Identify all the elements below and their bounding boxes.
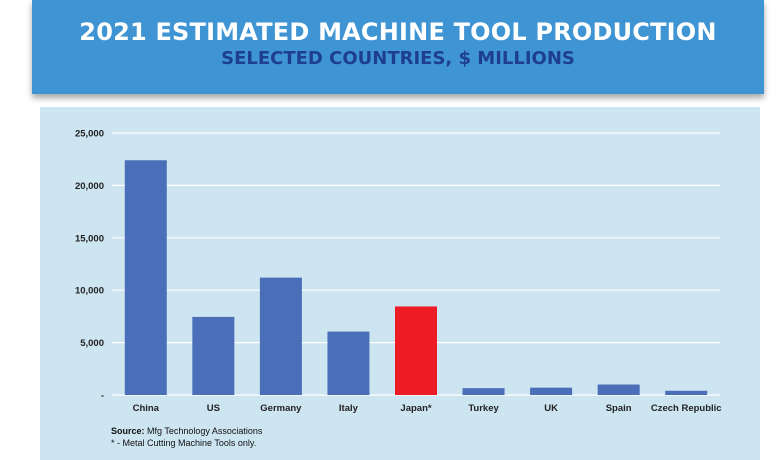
y-tick-label: - (101, 391, 104, 402)
chart-subtitle: SELECTED COUNTRIES, $ MILLIONS (221, 48, 575, 69)
bar (124, 160, 167, 395)
x-tick-label: Turkey (468, 403, 499, 414)
x-tick-label: Spain (606, 403, 632, 414)
y-tick-label: 10,000 (75, 286, 104, 297)
x-tick-label: Italy (339, 403, 359, 414)
bar (530, 387, 573, 395)
y-tick-label: 25,000 (75, 129, 104, 140)
footnote: * - Metal Cutting Machine Tools only. (111, 438, 257, 448)
title-banner: 2021 ESTIMATED MACHINE TOOL PRODUCTION S… (32, 0, 764, 94)
x-tick-label: UK (544, 403, 558, 414)
x-tick-label: Japan* (400, 403, 431, 414)
y-tick-label: 20,000 (75, 181, 104, 192)
bar (462, 388, 505, 395)
y-tick-label: 5,000 (80, 338, 104, 349)
source-note: Source: Mfg Technology Associations * - … (111, 425, 262, 449)
bar (192, 316, 235, 395)
x-tick-label: Czech Republic (651, 403, 722, 414)
source-label: Source: (111, 426, 145, 436)
x-tick-label: China (133, 403, 160, 414)
bar (665, 390, 708, 395)
bar (259, 277, 302, 395)
bar (327, 331, 370, 395)
x-tick-label: Germany (260, 403, 302, 414)
source-text: Mfg Technology Associations (144, 426, 263, 436)
x-tick-label: US (207, 403, 220, 414)
y-tick-label: 15,000 (75, 233, 104, 244)
bar (597, 384, 640, 395)
chart-title: 2021 ESTIMATED MACHINE TOOL PRODUCTION (79, 18, 717, 46)
bar (395, 306, 437, 395)
